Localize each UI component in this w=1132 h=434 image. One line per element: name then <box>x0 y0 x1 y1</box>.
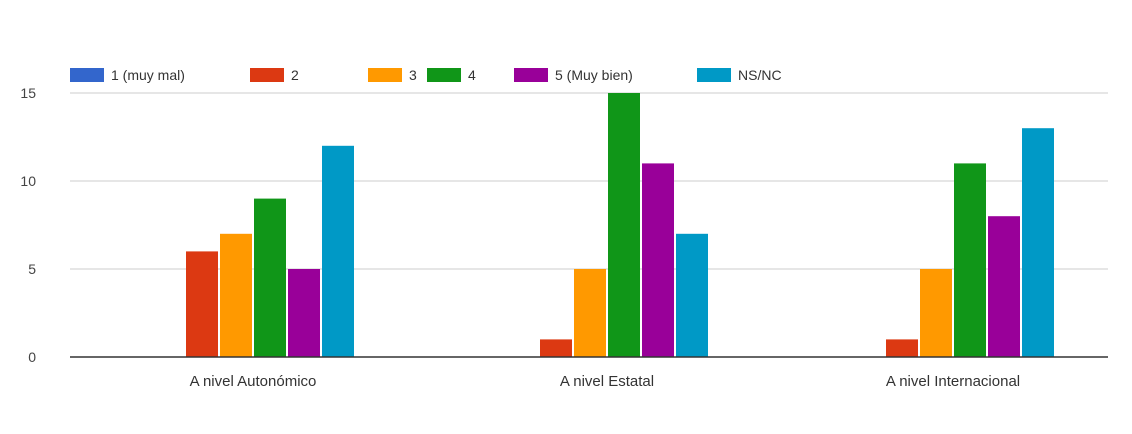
legend-swatch <box>427 68 461 82</box>
bar <box>1022 128 1054 357</box>
legend-label: 5 (Muy bien) <box>555 67 633 83</box>
legend-label: 2 <box>291 67 299 83</box>
legend-swatch <box>70 68 104 82</box>
legend-swatch <box>697 68 731 82</box>
x-category-label: A nivel Autonómico <box>190 373 317 390</box>
bar <box>642 163 674 357</box>
legend-label: 3 <box>409 67 417 83</box>
legend: 1 (muy mal) 2 3 4 5 (Muy bien) NS/NC <box>70 67 782 83</box>
y-tick-label: 0 <box>28 349 36 365</box>
y-tick-label: 5 <box>28 261 36 277</box>
bar <box>920 269 952 357</box>
bar <box>988 216 1020 357</box>
bar <box>574 269 606 357</box>
bar <box>288 269 320 357</box>
bar <box>608 93 640 357</box>
y-tick-label: 10 <box>20 173 36 189</box>
x-axis-labels: A nivel Autonómico A nivel Estatal A nivel… <box>190 373 1021 390</box>
bars <box>186 93 1054 357</box>
bar <box>254 198 286 357</box>
bar <box>886 339 918 357</box>
bar <box>540 339 572 357</box>
bar <box>186 251 218 357</box>
bar <box>676 233 708 357</box>
bar <box>220 233 252 357</box>
bar <box>322 145 354 357</box>
legend-label: NS/NC <box>738 67 782 83</box>
bar <box>954 163 986 357</box>
y-axis-ticks: 0 5 10 15 <box>20 85 36 365</box>
legend-swatch <box>368 68 402 82</box>
legend-label: 1 (muy mal) <box>111 67 185 83</box>
legend-label: 4 <box>468 67 476 83</box>
legend-swatch <box>514 68 548 82</box>
y-tick-label: 15 <box>20 85 36 101</box>
x-category-label: A nivel Estatal <box>560 373 654 390</box>
x-category-label: A nivel Internacional <box>886 373 1020 390</box>
legend-swatch <box>250 68 284 82</box>
